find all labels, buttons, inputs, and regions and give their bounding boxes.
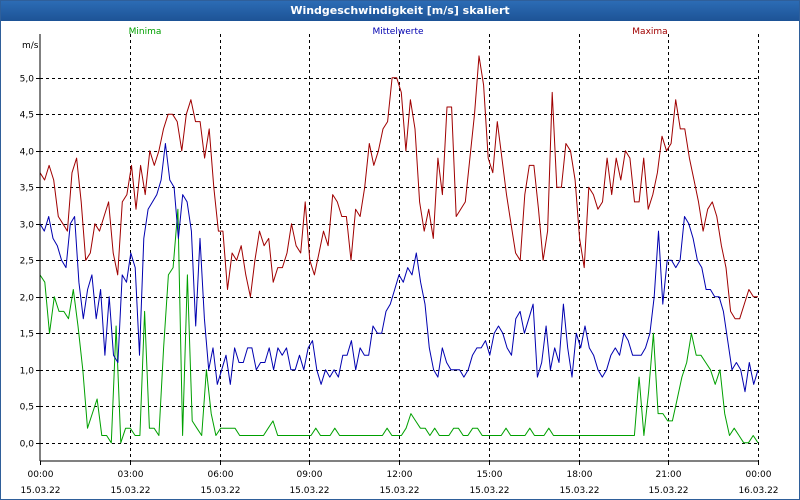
y-tick-label: 5,0 xyxy=(20,75,35,85)
legend-maxima: Maxima xyxy=(632,27,667,37)
y-tick-label: 1,0 xyxy=(20,367,35,377)
series-mittelwerte-line xyxy=(39,143,759,393)
x-tick-time: 06:00 xyxy=(208,470,234,480)
x-tick-date: 15.03.22 xyxy=(469,486,509,496)
y-tick-label: 0,5 xyxy=(20,403,34,413)
y-tick-label: 3,0 xyxy=(20,221,35,231)
y-tick-label: 4,5 xyxy=(20,111,34,121)
x-tick-time: 03:00 xyxy=(118,470,144,480)
x-tick-date: 15.03.22 xyxy=(648,486,688,496)
window-title: Windgeschwindigkeit [m/s] skaliert xyxy=(1,1,799,21)
y-tick-label: 3,5 xyxy=(20,184,34,194)
legend-minima: Minima xyxy=(129,27,162,37)
x-tick-time: 00:00 xyxy=(28,470,54,480)
x-tick-time: 00:00 xyxy=(746,470,772,480)
legend-mittelwerte: Mittelwerte xyxy=(372,27,423,37)
grid-lines xyxy=(40,34,759,461)
y-tick-label: 2,0 xyxy=(20,294,35,304)
y-tick-label: 1,5 xyxy=(20,330,34,340)
x-axis-ticks: 00:00 15.03.22 03:00 15.03.22 06:00 15.03.22 0… xyxy=(20,461,779,496)
x-tick-date: 15.03.22 xyxy=(200,486,240,496)
x-tick-time: 18:00 xyxy=(567,470,593,480)
x-tick-time: 15:00 xyxy=(477,470,503,480)
series-minima-line xyxy=(39,208,759,444)
x-tick-date: 15.03.22 xyxy=(559,486,599,496)
y-axis-ticks: 0,0 0,5 1,0 1,5 2,0 2,5 3,0 3,5 4,0 4,5 5,0 xyxy=(20,75,40,450)
x-tick-time: 21:00 xyxy=(656,470,682,480)
y-tick-label: 0,0 xyxy=(20,440,35,450)
y-axis-label: m/s xyxy=(22,41,39,51)
x-tick-date: 15.03.22 xyxy=(20,486,60,496)
x-tick-time: 12:00 xyxy=(387,470,413,480)
x-tick-date: 15.03.22 xyxy=(289,486,329,496)
x-tick-time: 09:00 xyxy=(297,470,323,480)
series-maxima-line xyxy=(39,55,758,320)
y-tick-label: 2,5 xyxy=(20,257,34,267)
x-tick-date: 15.03.22 xyxy=(379,486,419,496)
y-tick-label: 4,0 xyxy=(20,148,35,158)
series-lines xyxy=(39,55,759,444)
x-tick-date: 16.03.22 xyxy=(738,486,778,496)
x-tick-date: 15.03.22 xyxy=(110,486,150,496)
